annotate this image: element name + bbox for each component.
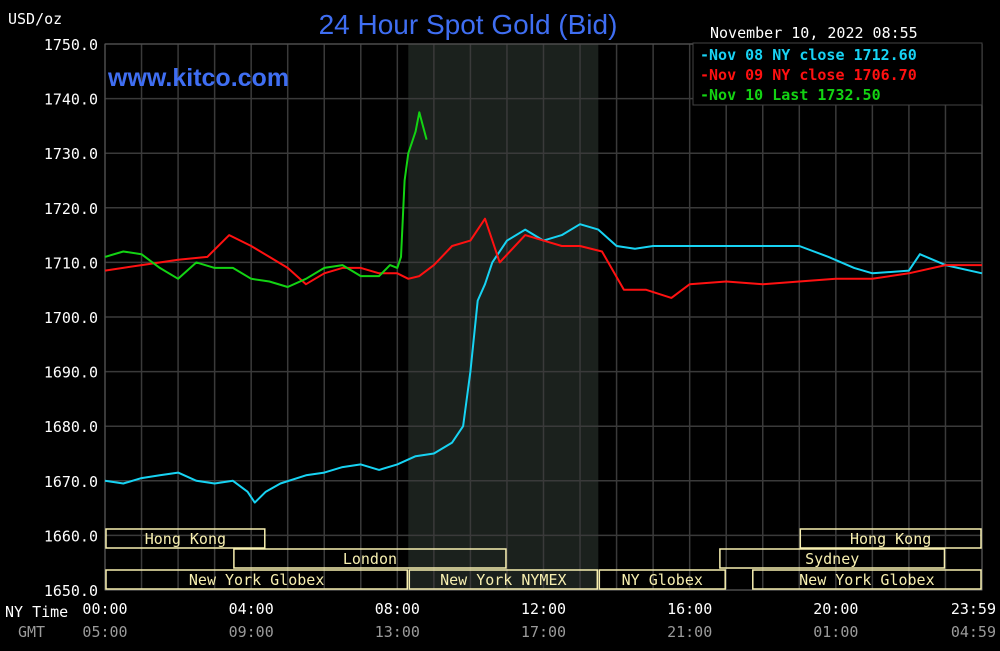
series-line (104, 111, 428, 288)
series-lines (104, 111, 983, 504)
y-tick-label: 1680.0 (44, 418, 98, 436)
y-tick-label: 1720.0 (44, 200, 98, 218)
session-box (105, 569, 409, 590)
x-tick-gmt: 09:00 (229, 623, 274, 641)
session-box (799, 528, 982, 549)
timestamp: November 10, 2022 08:55 (710, 24, 918, 42)
legend: -Nov 08 NY close 1712.60 -Nov 09 NY close… (692, 42, 983, 106)
x-tick-ny: 23:59 (951, 600, 996, 618)
x-tick-gmt: 05:00 (82, 623, 127, 641)
series-line (104, 217, 982, 299)
y-tick-labels: 1750.0 1740.0 1730.0 1720.0 1710.0 1700.0 1690… (44, 36, 98, 600)
y-tick-label: 1670.0 (44, 473, 98, 491)
x-tick-gmt: 01:00 (813, 623, 858, 641)
session-label: Hong Kong (145, 530, 226, 548)
watermark: www.kitco.com (107, 64, 289, 92)
session-label: New York Globex (189, 571, 324, 589)
session-boxes: Hong Kong Hong Kong London Sydney New York G… (105, 528, 982, 590)
ny-time-label: NY Time (5, 603, 68, 621)
y-tick-label: 1740.0 (44, 91, 98, 109)
gmt-label: GMT (18, 623, 45, 641)
x-tick-ny: 08:00 (375, 600, 420, 618)
session-label: New York Globex (799, 571, 934, 589)
x-tick-ny: 12:00 (521, 600, 566, 618)
y-tick-label: 1700.0 (44, 309, 98, 327)
session-box (752, 569, 982, 590)
plot-frame (104, 43, 983, 591)
series-line (104, 223, 983, 504)
legend-box (692, 42, 983, 106)
session-label: New York NYMEX (440, 571, 566, 589)
x-tick-gmt: 04:59 (951, 623, 996, 641)
x-tick-gmt: 13:00 (375, 623, 420, 641)
session-label: Hong Kong (850, 530, 931, 548)
session-box (105, 528, 266, 549)
session-label: Sydney (805, 550, 859, 568)
session-box (719, 548, 946, 569)
x-tick-gmt: 17:00 (521, 623, 566, 641)
grid (104, 43, 983, 591)
legend-entry: -Nov 08 NY close 1712.60 (700, 46, 917, 64)
session-box (233, 548, 507, 569)
session-label: NY Globex (622, 571, 703, 589)
legend-entry: -Nov 09 NY close 1706.70 (700, 66, 917, 84)
x-tick-ny: 20:00 (813, 600, 858, 618)
chart-title: 24 Hour Spot Gold (Bid) (319, 9, 618, 40)
session-box (598, 569, 726, 590)
y-tick-label: 1710.0 (44, 254, 98, 272)
legend-entry: -Nov 10 Last 1732.50 (700, 86, 881, 104)
y-tick-label: 1660.0 (44, 527, 98, 545)
session-label: London (343, 550, 397, 568)
unit-label: USD/oz (8, 10, 62, 28)
y-tick-label: 1750.0 (44, 36, 98, 54)
x-tick-ny: 00:00 (82, 600, 127, 618)
x-tick-ny: 16:00 (667, 600, 712, 618)
x-tick-gmt: 21:00 (667, 623, 712, 641)
y-tick-label: 1690.0 (44, 364, 98, 382)
x-tick-labels: 00:00 04:00 08:00 12:00 16:00 20:00 23:59 05:00… (82, 600, 996, 641)
session-box (408, 569, 599, 590)
y-tick-label: 1730.0 (44, 145, 98, 163)
y-tick-label: 1650.0 (44, 582, 98, 600)
x-tick-ny: 04:00 (229, 600, 274, 618)
